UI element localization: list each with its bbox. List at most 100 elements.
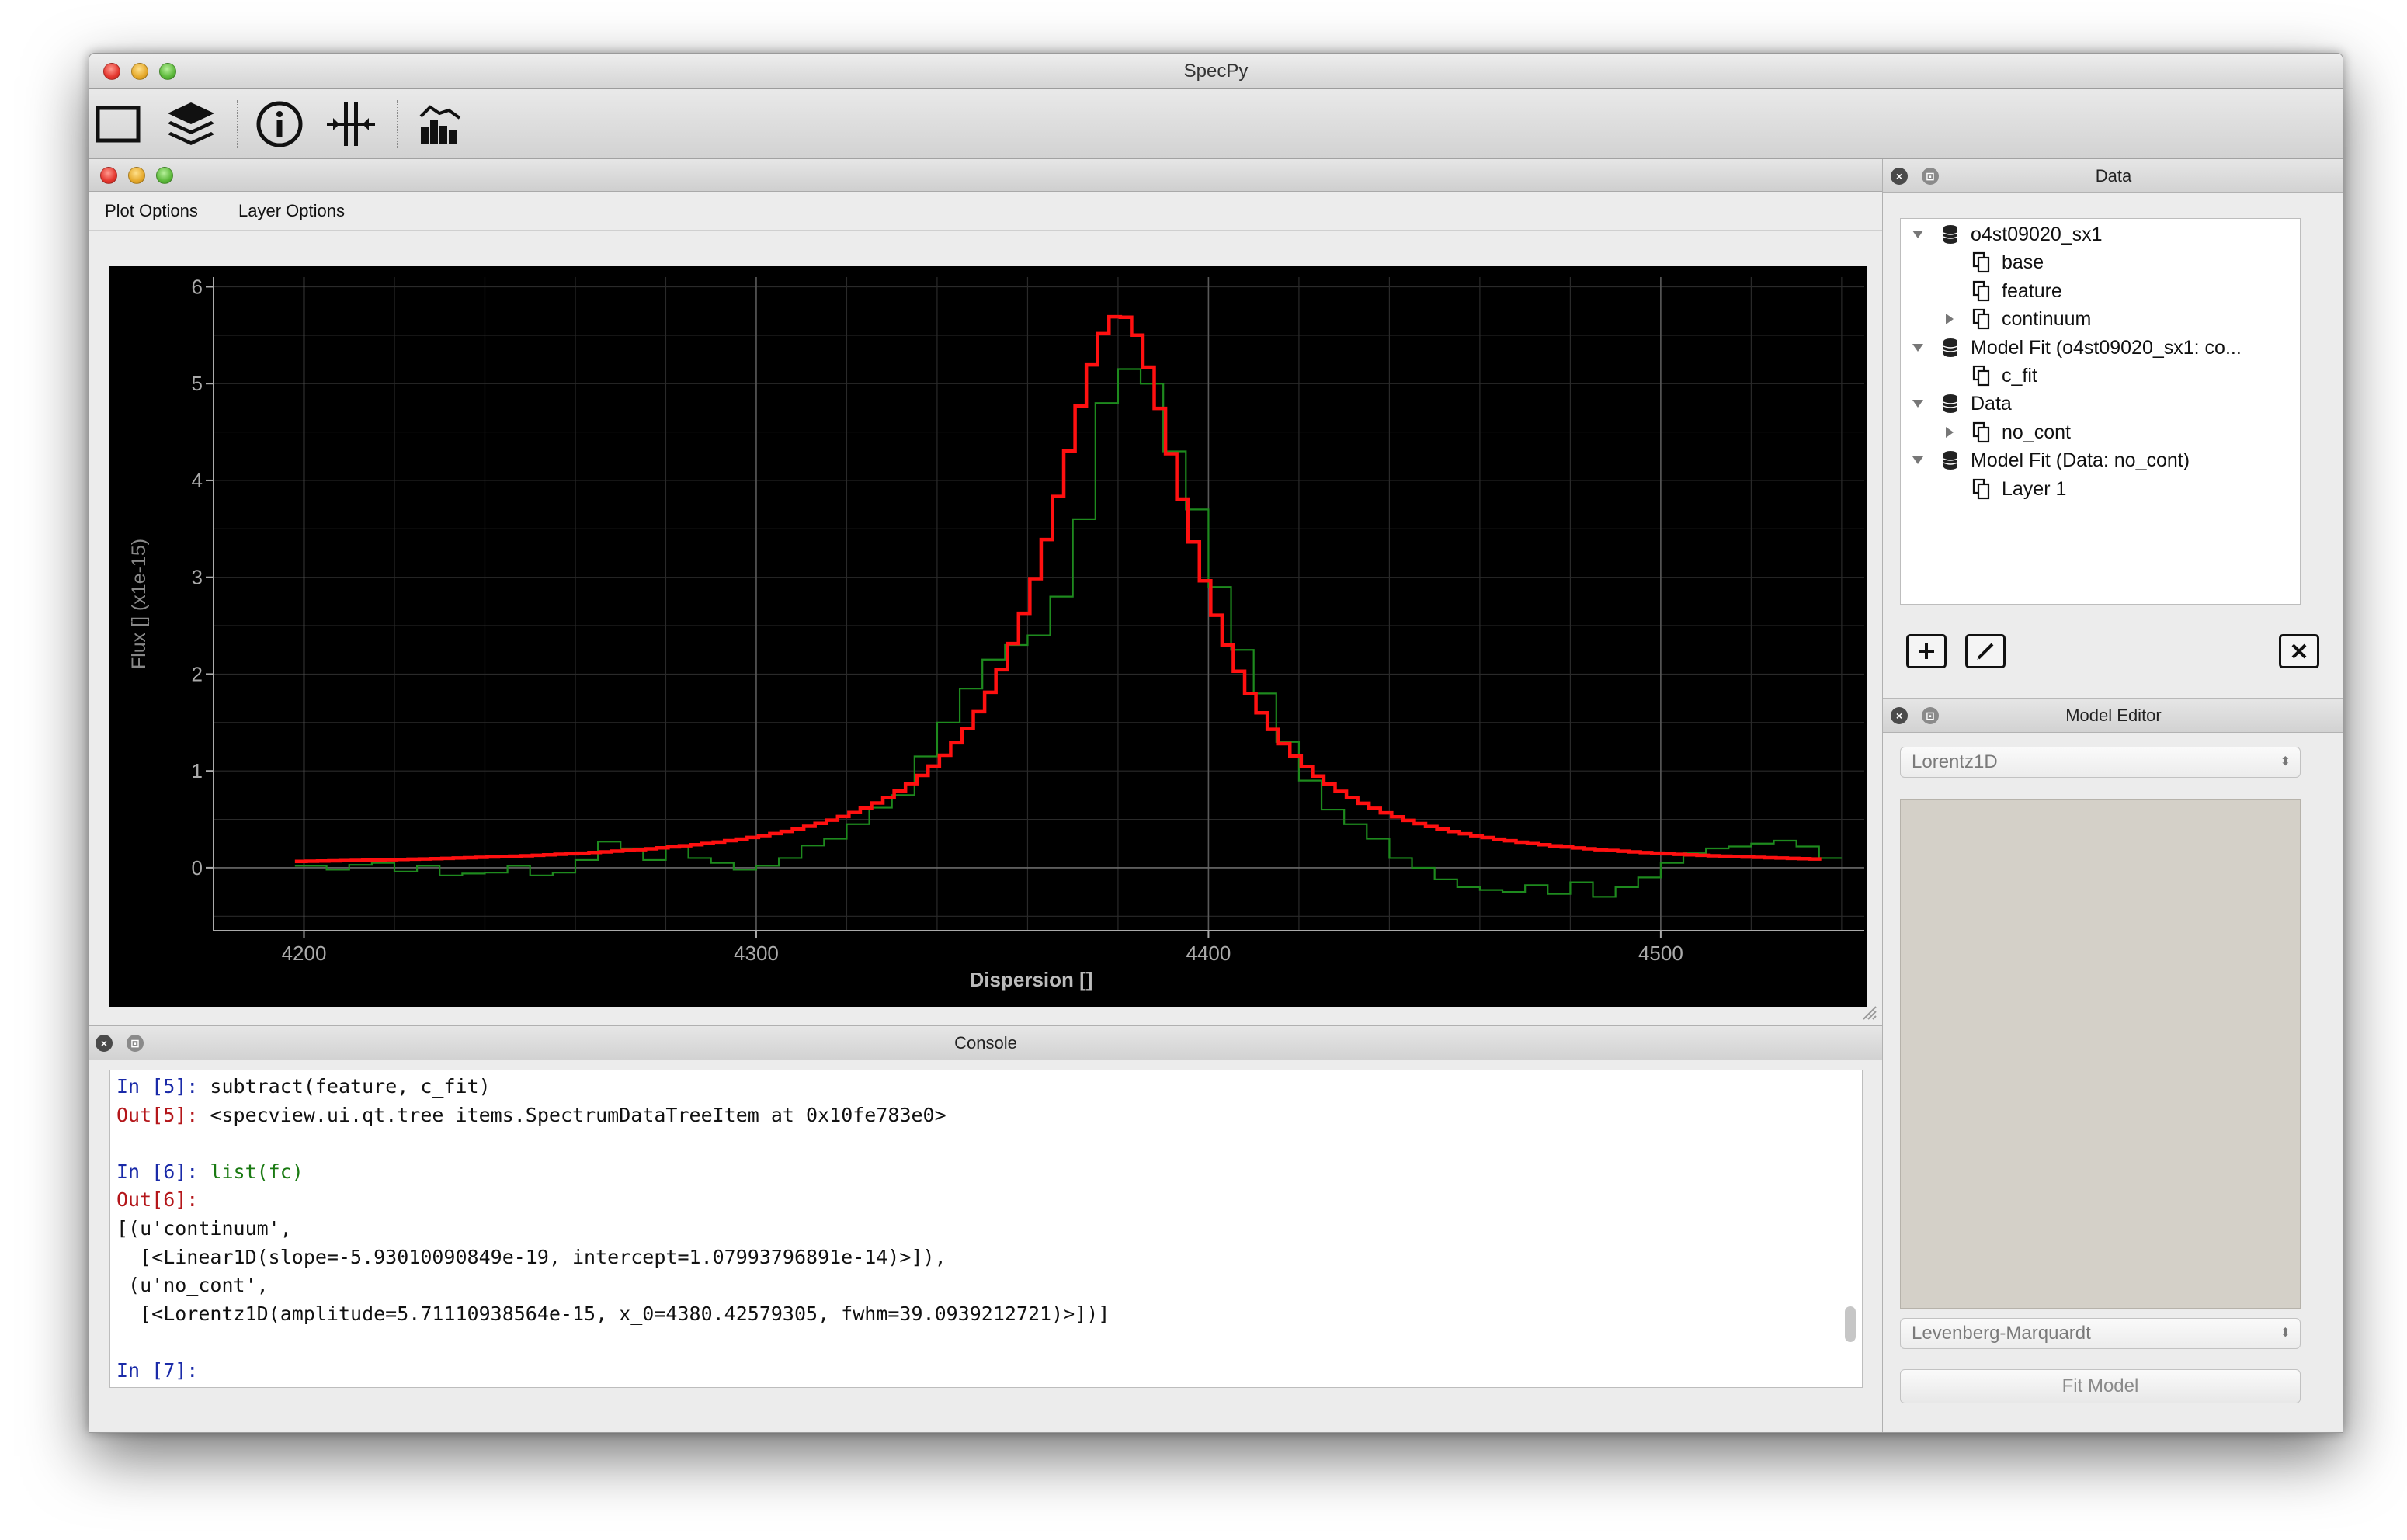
console-text: [<Lorentz1D(amplitude=5.71110938564e-15,… bbox=[116, 1302, 1110, 1325]
window-title: SpecPy bbox=[1183, 61, 1249, 82]
updown-arrow-icon: ⬍ bbox=[2280, 755, 2291, 768]
updown-arrow-icon: ⬍ bbox=[2280, 1327, 2291, 1340]
plot-minimize-button[interactable] bbox=[128, 167, 145, 184]
expanded-arrow-icon[interactable] bbox=[1912, 454, 1924, 467]
layers-icon bbox=[168, 102, 214, 145]
tree-item-label[interactable]: Model Fit (Data: no_cont) bbox=[1971, 449, 2190, 472]
model-fit-line bbox=[294, 314, 1822, 863]
tree-item-label[interactable]: c_fit bbox=[2002, 365, 2037, 387]
zoom-window-button[interactable] bbox=[159, 63, 176, 80]
toolbar-separator bbox=[397, 100, 398, 148]
console-text: subtract(feature, c_fit) bbox=[210, 1075, 491, 1098]
model-select[interactable]: Lorentz1D ⬍ bbox=[1900, 747, 2301, 778]
layer-icon bbox=[1972, 421, 1990, 442]
layer-icon bbox=[1972, 252, 1990, 273]
resize-grip-icon[interactable] bbox=[1860, 1004, 1877, 1021]
plot-window-controls bbox=[100, 167, 173, 184]
remove-data-button[interactable] bbox=[2279, 634, 2319, 668]
expanded-arrow-icon[interactable] bbox=[1912, 228, 1924, 241]
plot-close-button[interactable] bbox=[100, 167, 117, 184]
layer-icon bbox=[1972, 478, 1990, 499]
tree-item-label[interactable]: base bbox=[2002, 251, 2044, 274]
close-window-button[interactable] bbox=[103, 63, 120, 80]
plot-window-titlebar bbox=[89, 159, 1882, 192]
x-axis-label: Dispersion [] bbox=[970, 968, 1093, 991]
plus-icon bbox=[1919, 643, 1934, 659]
x-tick-label: 4400 bbox=[1186, 942, 1231, 965]
console-prompt: In [7]: bbox=[116, 1359, 199, 1382]
y-tick-label: 0 bbox=[192, 856, 203, 879]
info-button[interactable] bbox=[252, 99, 307, 150]
title-bar: SpecPy bbox=[89, 54, 2343, 89]
fit-model-button[interactable]: Fit Model bbox=[1900, 1369, 2301, 1403]
console-title: Console bbox=[954, 1033, 1017, 1053]
console-line: [(u'continuum', bbox=[116, 1217, 292, 1240]
model-parameters-area[interactable] bbox=[1900, 799, 2301, 1309]
model-editor-title: Model Editor bbox=[2065, 706, 2162, 725]
console-prompt: In [6]: bbox=[116, 1160, 210, 1183]
database-icon bbox=[1943, 394, 1958, 414]
console-text: (u'no_cont', bbox=[116, 1274, 269, 1297]
data-float-icon[interactable]: ⊡ bbox=[1922, 168, 1939, 185]
y-tick-label: 2 bbox=[192, 662, 203, 685]
console-prompt: Out[5]: bbox=[116, 1103, 210, 1126]
console-titlebar: × ⊡ Console bbox=[89, 1026, 1882, 1060]
y-tick-label: 1 bbox=[192, 759, 203, 782]
fitter-select[interactable]: Levenberg-Marquardt ⬍ bbox=[1900, 1318, 2301, 1349]
add-data-button[interactable] bbox=[1906, 634, 1947, 668]
collapsed-arrow-icon[interactable] bbox=[1943, 426, 1955, 439]
model-editor-close-icon[interactable]: × bbox=[1891, 707, 1908, 724]
window-controls bbox=[103, 63, 176, 80]
tree-item-label[interactable]: Data bbox=[1971, 393, 2012, 415]
tree-item-label[interactable]: Model Fit (o4st09020_sx1: co... bbox=[1971, 336, 2242, 359]
spectrum-chart: 0 1 2 3 4 5 6 4200 4300 4400 4500 Dispersion [] Flux… bbox=[128, 275, 1864, 991]
data-titlebar: × ⊡ Data bbox=[1883, 159, 2343, 193]
model-editor-titlebar: × ⊡ Model Editor bbox=[1883, 699, 2343, 733]
info-icon bbox=[256, 101, 303, 147]
spectrum-plot[interactable]: 0 1 2 3 4 5 6 4200 4300 4400 4500 Dispersion [] Flux… bbox=[109, 266, 1867, 1007]
console-close-icon[interactable]: × bbox=[96, 1035, 113, 1052]
database-icon bbox=[1943, 338, 1958, 357]
tree-item-label[interactable]: o4st09020_sx1 bbox=[1971, 224, 2103, 245]
layers-button[interactable] bbox=[164, 99, 218, 150]
x-tick-label: 4500 bbox=[1638, 942, 1683, 965]
console-output[interactable]: In [5]: subtract(feature, c_fit) Out[5]: … bbox=[109, 1070, 1863, 1388]
model-select-value: Lorentz1D bbox=[1912, 751, 1998, 772]
console-line: (u'no_cont', bbox=[116, 1274, 269, 1296]
console-text: [(u'continuum', bbox=[116, 1217, 292, 1240]
menu-plot-options[interactable]: Plot Options bbox=[105, 201, 198, 220]
split-line-button[interactable] bbox=[324, 99, 378, 150]
console-text: [<Linear1D(slope=-5.93010090849e-19, int… bbox=[116, 1245, 946, 1268]
console-float-icon[interactable]: ⊡ bbox=[127, 1035, 144, 1052]
plot-window: Plot Options Layer Options 0 1 2 3 4 5 6 4200 43… bbox=[89, 159, 1883, 1025]
tree-item-label[interactable]: feature bbox=[2002, 279, 2062, 302]
data-close-icon[interactable]: × bbox=[1891, 168, 1908, 185]
collapsed-arrow-icon[interactable] bbox=[1943, 313, 1955, 325]
database-icon bbox=[1943, 225, 1958, 244]
menu-layer-options[interactable]: Layer Options bbox=[238, 201, 345, 220]
edit-data-button[interactable] bbox=[1965, 634, 2006, 668]
histogram-button[interactable] bbox=[414, 99, 468, 150]
expanded-arrow-icon[interactable] bbox=[1912, 342, 1924, 354]
model-editor-float-icon[interactable]: ⊡ bbox=[1922, 707, 1939, 724]
app-window: SpecPy bbox=[89, 53, 2343, 1433]
layer-icon bbox=[1972, 309, 1990, 330]
spectrum-series-line bbox=[294, 368, 1842, 898]
y-tick-label: 4 bbox=[192, 469, 203, 492]
console-line: Out[6]: bbox=[116, 1188, 198, 1211]
expanded-arrow-icon[interactable] bbox=[1912, 397, 1924, 410]
tree-item-label[interactable]: Layer 1 bbox=[2002, 477, 2067, 500]
minimize-window-button[interactable] bbox=[131, 63, 148, 80]
plot-zoom-button[interactable] bbox=[156, 167, 173, 184]
fitter-select-value: Levenberg-Marquardt bbox=[1912, 1323, 2091, 1344]
x-tick-label: 4300 bbox=[734, 942, 779, 965]
console-prompt: Out[6]: bbox=[116, 1188, 199, 1212]
remove-icon bbox=[2291, 643, 2307, 659]
console-scrollbar[interactable] bbox=[1845, 1306, 1856, 1342]
new-window-button[interactable] bbox=[91, 99, 145, 150]
tree-item-label[interactable]: continuum bbox=[2002, 308, 2092, 331]
y-axis-label: Flux [] (x1e-15) bbox=[128, 539, 150, 669]
tree-item-label[interactable]: no_cont bbox=[2002, 421, 2071, 443]
